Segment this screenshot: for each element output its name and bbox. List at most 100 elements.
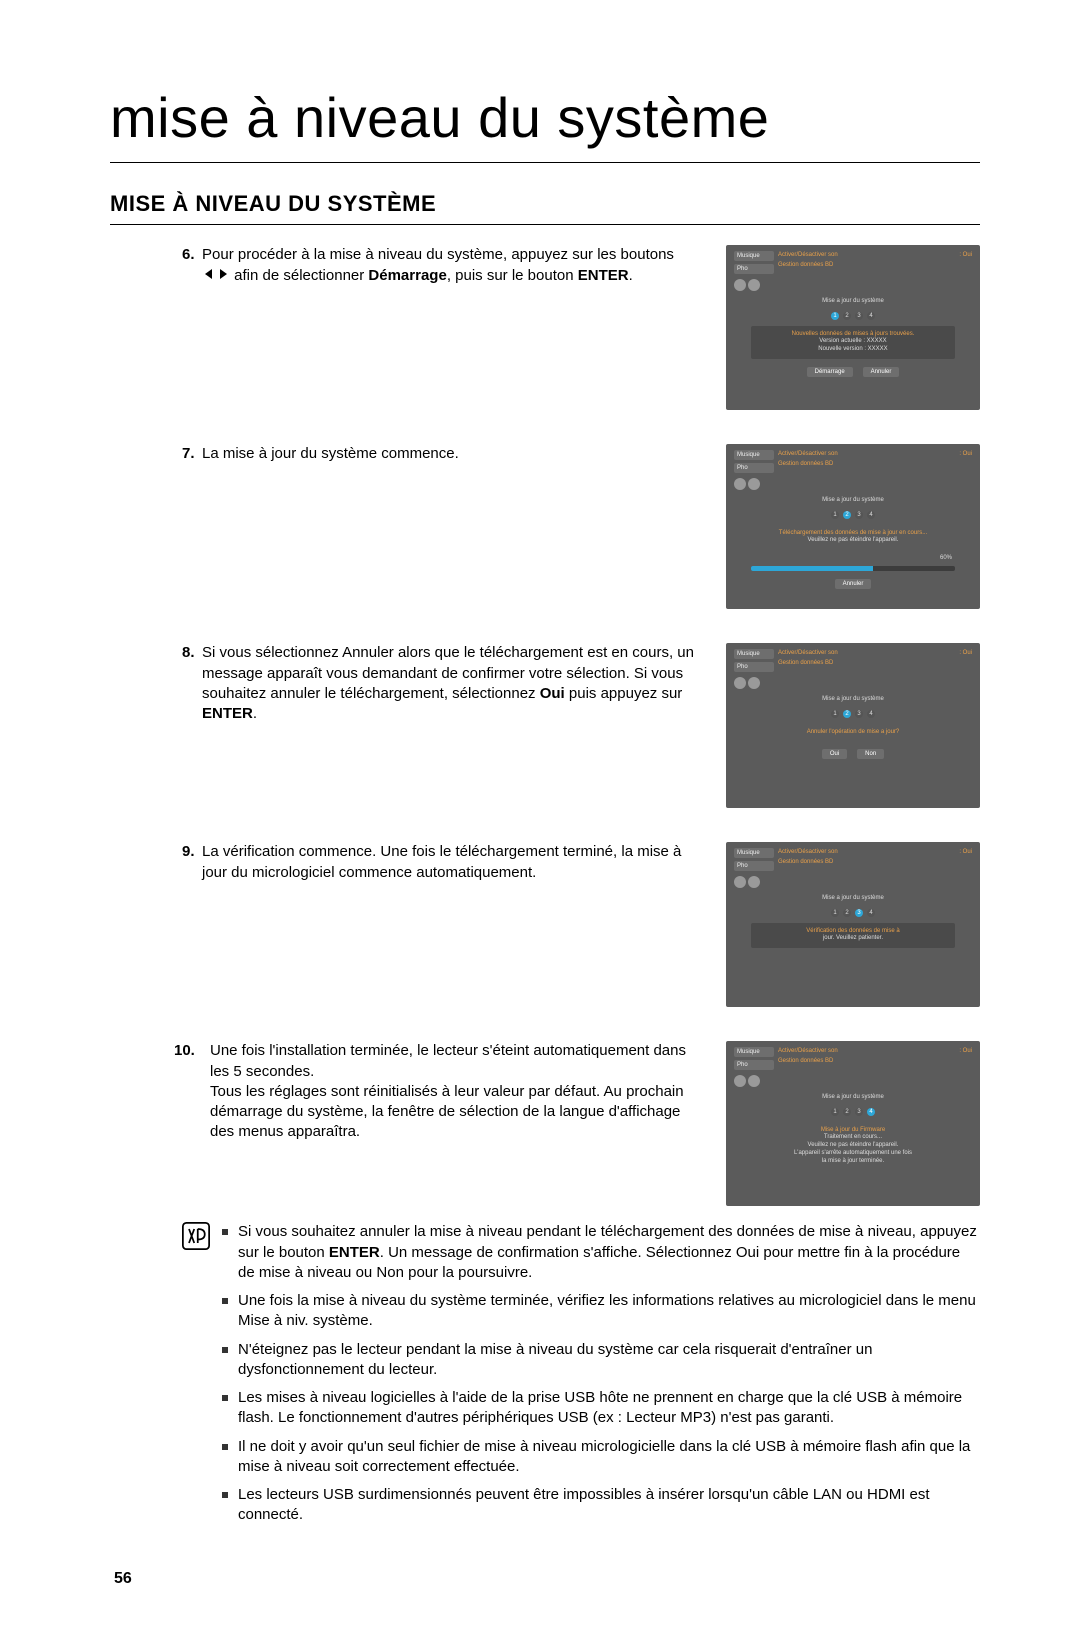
step-7-text: La mise à jour du système commence. (202, 445, 459, 462)
page-number: 56 (110, 1568, 980, 1590)
modal-title: Mise a jour du système (822, 496, 884, 504)
gear-icon (748, 478, 760, 490)
step-dot: 2 (843, 511, 851, 519)
msg-line: Mise à jour du Firmware (821, 1127, 885, 1133)
msg-line: L'appareil s'arrête automatiquement une … (757, 1150, 948, 1158)
opt-label: Activer/Désactiver son (778, 251, 838, 259)
step-8-end: . (253, 705, 257, 722)
step-8-bold2: ENTER (202, 705, 253, 722)
gear-icon (748, 876, 760, 888)
step-row-9: 9. La vérification commence. Une fois le… (110, 842, 980, 1007)
step-number: 10. (174, 1041, 195, 1061)
opt-label: Activer/Désactiver son (778, 1047, 838, 1055)
side-pho: Pho (734, 264, 774, 274)
side-pho: Pho (734, 463, 774, 473)
step-row-7: 7. La mise à jour du système commence. M… (110, 444, 980, 609)
step-6-mid: afin de sélectionner (230, 267, 368, 284)
gear-icon (748, 677, 760, 689)
note-item: Si vous souhaitez annuler la mise à nive… (222, 1222, 980, 1283)
step-dot: 4 (867, 909, 875, 917)
side-pho: Pho (734, 861, 774, 871)
step-row-10: 10. Une fois l'installation terminée, le… (110, 1041, 980, 1206)
note-icon (182, 1222, 210, 1533)
step-6-end: . (629, 267, 633, 284)
opt-label: Activer/Désactiver son (778, 848, 838, 856)
gear-icon (734, 677, 746, 689)
msg-line: Veuillez ne pas éteindre l'appareil. (757, 537, 948, 545)
modal-title: Mise a jour du système (822, 1093, 884, 1101)
step-dot: 4 (867, 511, 875, 519)
step-dot: 3 (855, 1108, 863, 1116)
opt-label: Activer/Désactiver son (778, 450, 838, 458)
step-6-before: Pour procéder à la mise à niveau du syst… (202, 246, 674, 263)
step-8-bold: Oui (540, 685, 565, 702)
opt-label: Gestion données BD (778, 460, 833, 468)
step-dot: 1 (831, 909, 839, 917)
msg-line: Traitement en cours... (757, 1134, 948, 1142)
step-dot: 1 (831, 1108, 839, 1116)
annuler-button[interactable]: Annuler (863, 367, 900, 377)
side-musique: Musique (734, 450, 774, 460)
step-number: 9. (182, 842, 195, 862)
msg-line: Nouvelle version : XXXXX (757, 346, 948, 354)
screenshot-step-6: Musique Pho Activer/Désactiver son: Oui … (726, 245, 980, 410)
gear-icon (734, 279, 746, 291)
step-6-bold: Démarrage (368, 267, 446, 284)
step-dot: 2 (843, 1108, 851, 1116)
non-button[interactable]: Non (857, 749, 884, 759)
oui-button[interactable]: Oui (822, 749, 847, 759)
modal-title: Mise a jour du système (822, 894, 884, 902)
gear-icon (748, 279, 760, 291)
left-right-arrows-icon (202, 268, 230, 280)
page-title: mise à niveau du système (110, 80, 980, 163)
demarrage-button[interactable]: Démarrage (807, 367, 853, 377)
step-dot: 3 (855, 511, 863, 519)
screenshot-step-7: Musique Pho Activer/Désactiver son: Oui … (726, 444, 980, 609)
section-title: MISE À NIVEAU DU SYSTÈME (110, 189, 980, 226)
note-bold: ENTER (329, 1244, 380, 1261)
step-6-after: , puis sur le bouton (447, 267, 578, 284)
opt-label: Gestion données BD (778, 858, 833, 866)
step-9-text: La vérification commence. Une fois le té… (202, 843, 681, 880)
msg-line: Nouvelles données de mises à jours trouv… (792, 331, 915, 337)
gear-icon (734, 478, 746, 490)
msg-line: Annuler l'opération de mise a jour? (807, 729, 900, 735)
step-dot: 3 (855, 312, 863, 320)
note-item: Il ne doit y avoir qu'un seul fichier de… (222, 1437, 980, 1478)
opt-val: : Oui (959, 649, 972, 657)
opt-val: : Oui (959, 251, 972, 259)
msg-line: Vérification des données de mise à (806, 928, 899, 934)
msg-line: Téléchargement des données de mise à jou… (779, 530, 927, 536)
side-musique: Musique (734, 1047, 774, 1057)
gear-icon (734, 876, 746, 888)
note-item: Les mises à niveau logicielles à l'aide … (222, 1388, 980, 1429)
step-dot: 1 (831, 710, 839, 718)
gear-icon (734, 1075, 746, 1087)
notes-block: Si vous souhaitez annuler la mise à nive… (110, 1222, 980, 1533)
progress-bar (751, 566, 954, 571)
side-pho: Pho (734, 662, 774, 672)
side-musique: Musique (734, 848, 774, 858)
note-item: Les lecteurs USB surdimensionnés peuvent… (222, 1485, 980, 1526)
step-number: 6. (182, 245, 195, 265)
modal-title: Mise a jour du système (822, 695, 884, 703)
screenshot-step-9: Musique Pho Activer/Désactiver son: Oui … (726, 842, 980, 1007)
screenshot-step-10: Musique Pho Activer/Désactiver son: Oui … (726, 1041, 980, 1206)
side-musique: Musique (734, 251, 774, 261)
msg-line: Veuillez ne pas éteindre l'appareil. (757, 1142, 948, 1150)
gear-icon (748, 1075, 760, 1087)
annuler-button[interactable]: Annuler (835, 579, 872, 589)
opt-label: Gestion données BD (778, 261, 833, 269)
step-dot: 2 (843, 710, 851, 718)
step-dot: 1 (831, 312, 839, 320)
opt-label: Activer/Désactiver son (778, 649, 838, 657)
opt-val: : Oui (959, 450, 972, 458)
step-dot: 2 (843, 909, 851, 917)
step-dot: 4 (867, 710, 875, 718)
step-dot: 1 (831, 511, 839, 519)
opt-val: : Oui (959, 848, 972, 856)
opt-label: Gestion données BD (778, 659, 833, 667)
msg-line: la mise à jour terminée. (757, 1158, 948, 1166)
step-dot: 3 (855, 710, 863, 718)
side-musique: Musique (734, 649, 774, 659)
